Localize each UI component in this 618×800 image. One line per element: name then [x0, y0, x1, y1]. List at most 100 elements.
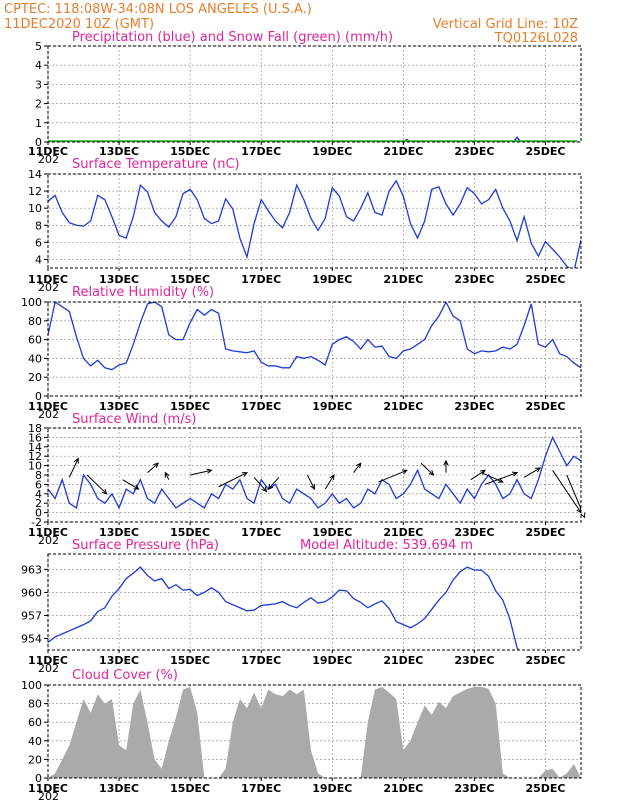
wind-vector-arrow [122, 479, 139, 490]
header-run-id: TQ0126L028 [494, 31, 578, 46]
x-tick-label: 21DEC [383, 145, 423, 158]
wind-arrowhead [580, 512, 586, 519]
x-tick-label: 21DEC [383, 654, 423, 667]
x-tick-label: 23DEC [454, 782, 494, 795]
wind-vector-arrow [68, 458, 79, 478]
y-tick-label: 3 [35, 78, 42, 91]
panel-frame [47, 173, 582, 269]
x-tick-label: 17DEC [241, 273, 281, 286]
wind-vector-arrow [353, 462, 362, 473]
x-tick-label: 21DEC [383, 400, 423, 413]
wind-arrowhead [206, 468, 213, 474]
series-wind-line [48, 435, 581, 510]
y-tick-label: 5 [35, 40, 42, 53]
x-tick-label: 11DEC [28, 273, 68, 286]
x-tick-label: 19DEC [312, 273, 352, 286]
wind-arrowhead [133, 484, 140, 490]
y-tick-label: 4 [35, 253, 42, 266]
x-tick-label: 25DEC [525, 782, 565, 795]
series-rh-line [48, 302, 581, 371]
x-tick-label: 19DEC [312, 400, 352, 413]
panel-title: Surface Temperature (nC) [72, 157, 240, 172]
y-tick-label: 4 [35, 488, 42, 501]
series-pres-line [48, 566, 520, 650]
x-tick-label: 19DEC [312, 145, 352, 158]
x-tick-label: 11DEC [28, 145, 68, 158]
header-run-time: 11DEC2020 10Z (GMT) [4, 17, 154, 32]
y-tick-label: 10 [28, 460, 42, 473]
wind-arrowhead [153, 462, 160, 469]
wind-vector-arrow [552, 470, 581, 513]
x-tick-label: 15DEC [170, 654, 210, 667]
x-tick-label: 25DEC [525, 526, 565, 539]
x-tick-label: 25DEC [525, 273, 565, 286]
x-tick-label: 19DEC [312, 654, 352, 667]
wind-vector-arrow [324, 474, 335, 490]
x-tick-label: 15DEC [170, 782, 210, 795]
panel-precip: 0 1 2 3 4 5 Precipitation (blue) and Snow Fall… [28, 30, 582, 166]
wind-vector-arrow [420, 462, 434, 476]
y-tick-label: 2 [35, 497, 42, 510]
y-tick-label: 80 [28, 315, 42, 328]
x-tick-label: 15DEC [170, 145, 210, 158]
x-tick-label: 19DEC [312, 526, 352, 539]
year-stub-label: 202 [38, 790, 59, 800]
wind-arrowhead [329, 474, 335, 481]
y-tick-label: 40 [28, 352, 42, 365]
x-tick-label: 17DEC [241, 782, 281, 795]
x-tick-label: 11DEC [28, 526, 68, 539]
wind-arrowhead [310, 484, 316, 491]
panel-annotation: Model Altitude: 539.694 m [300, 538, 473, 553]
wind-vector-arrow [484, 472, 518, 485]
panel-frame [47, 427, 582, 523]
y-tick-label: 8 [35, 219, 42, 232]
y-tick-label: 20 [28, 371, 42, 384]
panel-title: Cloud Cover (%) [72, 668, 178, 683]
x-tick-label: 23DEC [454, 654, 494, 667]
wind-vector-arrow [306, 474, 315, 490]
x-tick-label: 23DEC [454, 273, 494, 286]
y-tick-label: 1 [35, 117, 42, 130]
wind-arrowhead [267, 484, 274, 490]
year-stub-label: 202 [38, 408, 59, 421]
y-tick-label: 2 [35, 98, 42, 111]
x-tick-label: 23DEC [454, 400, 494, 413]
y-tick-label: 0 [35, 390, 42, 403]
wind-vector-arrow [147, 462, 159, 474]
wind-arrowhead [401, 469, 408, 475]
y-tick-label: 960 [21, 586, 42, 599]
wind-vector-arrow [86, 474, 107, 495]
y-tick-label: 12 [28, 450, 42, 463]
panel-title: Surface Pressure (hPa) [72, 538, 219, 553]
x-tick-label: 21DEC [383, 782, 423, 795]
x-tick-label: 17DEC [241, 400, 281, 413]
x-tick-label: 17DEC [241, 145, 281, 158]
wind-arrowhead [261, 486, 268, 493]
y-tick-label: 963 [21, 563, 42, 576]
year-stub-label: 202 [38, 662, 59, 675]
wind-arrowhead [101, 488, 108, 495]
y-tick-label: 16 [28, 431, 42, 444]
y-tick-label: 4 [35, 59, 42, 72]
y-tick-label: 0 [35, 772, 42, 785]
series-temp-line [48, 179, 581, 268]
x-tick-label: 17DEC [241, 654, 281, 667]
year-stub-label: 202 [38, 153, 59, 166]
y-tick-label: 14 [28, 441, 42, 454]
year-stub-label: 202 [38, 281, 59, 294]
y-tick-label: 957 [21, 609, 42, 622]
y-tick-label: 12 [28, 185, 42, 198]
y-tick-label: 18 [28, 422, 42, 435]
y-tick-label: 40 [28, 735, 42, 748]
x-tick-label: 13DEC [99, 400, 139, 413]
wind-vector-arrow [470, 469, 486, 481]
x-tick-label: 13DEC [99, 782, 139, 795]
x-tick-label: 17DEC [241, 526, 281, 539]
wind-vector-arrow [218, 472, 248, 488]
y-tick-label: 80 [28, 698, 42, 711]
wind-vector-arrow [253, 477, 267, 492]
x-tick-label: 15DEC [170, 400, 210, 413]
wind-vector-arrow [378, 469, 408, 483]
wind-arrowhead [497, 477, 504, 483]
